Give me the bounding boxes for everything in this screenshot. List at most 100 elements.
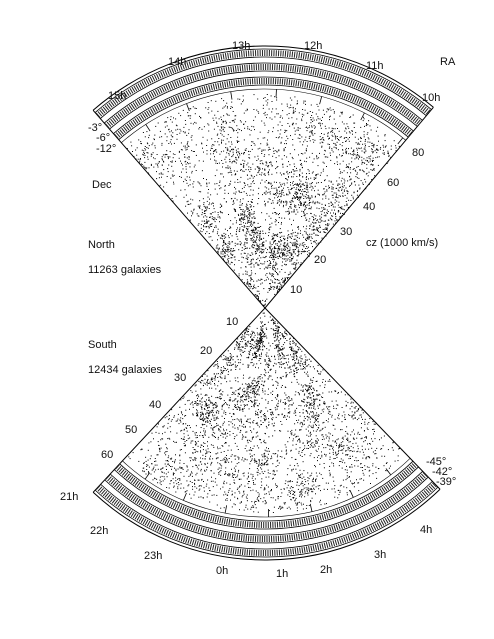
galaxy — [314, 185, 316, 187]
galaxy — [278, 222, 279, 223]
galaxy — [246, 279, 248, 281]
galaxy — [268, 288, 270, 289]
galaxy — [233, 121, 235, 123]
galaxy — [258, 300, 260, 302]
galaxy — [280, 201, 282, 203]
galaxy — [156, 464, 158, 466]
galaxy — [299, 127, 301, 129]
galaxy — [334, 214, 336, 215]
galaxy — [271, 489, 272, 490]
galaxy — [170, 119, 172, 121]
galaxy — [290, 135, 291, 137]
galaxy — [261, 341, 262, 343]
galaxy — [294, 360, 296, 362]
galaxy — [322, 411, 324, 413]
galaxy — [242, 389, 243, 391]
galaxy — [332, 128, 334, 130]
galaxy — [325, 232, 327, 234]
galaxy — [205, 222, 207, 224]
galaxy — [274, 96, 276, 98]
galaxy — [209, 412, 211, 414]
galaxy — [289, 400, 291, 401]
galaxy — [148, 472, 149, 474]
galaxy — [223, 241, 224, 243]
galaxy — [297, 184, 299, 185]
galaxy — [311, 416, 313, 418]
galaxy — [240, 209, 242, 210]
galaxy — [347, 394, 349, 396]
galaxy — [340, 207, 342, 209]
galaxy — [211, 223, 213, 225]
galaxy — [329, 406, 331, 408]
galaxy — [262, 256, 264, 258]
galaxy — [342, 160, 344, 162]
galaxy — [260, 174, 262, 176]
galaxy — [201, 209, 203, 211]
galaxy — [251, 201, 253, 203]
galaxy — [223, 150, 225, 152]
galaxy — [190, 115, 192, 117]
galaxy — [268, 278, 269, 280]
galaxy — [289, 153, 291, 155]
galaxy — [212, 427, 214, 429]
galaxy — [259, 167, 261, 169]
galaxy — [268, 366, 269, 368]
galaxy — [277, 200, 279, 202]
galaxy — [315, 175, 317, 177]
galaxy — [182, 418, 184, 420]
galaxy — [361, 163, 363, 165]
tick — [309, 503, 313, 512]
galaxy — [310, 404, 312, 406]
galaxy — [320, 172, 322, 174]
galaxy — [250, 277, 252, 279]
galaxy — [277, 248, 279, 250]
galaxy — [240, 103, 242, 105]
galaxy — [357, 482, 359, 484]
galaxy — [341, 446, 343, 447]
galaxy — [255, 340, 257, 342]
galaxy — [313, 216, 314, 218]
galaxy — [248, 408, 250, 410]
galaxy — [216, 247, 218, 249]
galaxy — [291, 235, 293, 237]
galaxy — [273, 251, 275, 253]
galaxy — [220, 211, 222, 213]
galaxy — [262, 463, 264, 465]
galaxy — [223, 241, 225, 243]
galaxy — [278, 247, 280, 249]
galaxy — [203, 408, 205, 410]
galaxy — [228, 257, 230, 259]
galaxy — [240, 337, 242, 338]
galaxy — [201, 231, 203, 233]
galaxy — [174, 441, 176, 443]
galaxy — [221, 248, 223, 250]
galaxy — [315, 442, 317, 444]
galaxy — [291, 263, 293, 265]
galaxy — [198, 182, 200, 184]
galaxy — [286, 277, 288, 278]
galaxy — [283, 252, 285, 254]
galaxy — [289, 338, 291, 340]
galaxy — [194, 113, 196, 115]
galaxy — [296, 407, 298, 409]
galaxy — [244, 234, 246, 236]
galaxy — [287, 237, 289, 239]
galaxy — [172, 132, 174, 134]
galaxy — [249, 468, 251, 470]
galaxy — [290, 182, 291, 183]
galaxy — [393, 140, 395, 142]
galaxy — [285, 245, 287, 247]
galaxy — [211, 377, 213, 379]
galaxy — [215, 149, 217, 151]
galaxy — [252, 247, 254, 249]
galaxy — [343, 189, 345, 191]
galaxy — [399, 448, 400, 449]
galaxy — [251, 240, 253, 242]
galaxy — [314, 368, 315, 370]
galaxy — [228, 407, 230, 409]
galaxy — [259, 173, 261, 175]
galaxy — [285, 264, 287, 266]
galaxy — [200, 388, 202, 390]
galaxy — [383, 146, 385, 148]
galaxy — [247, 253, 249, 255]
